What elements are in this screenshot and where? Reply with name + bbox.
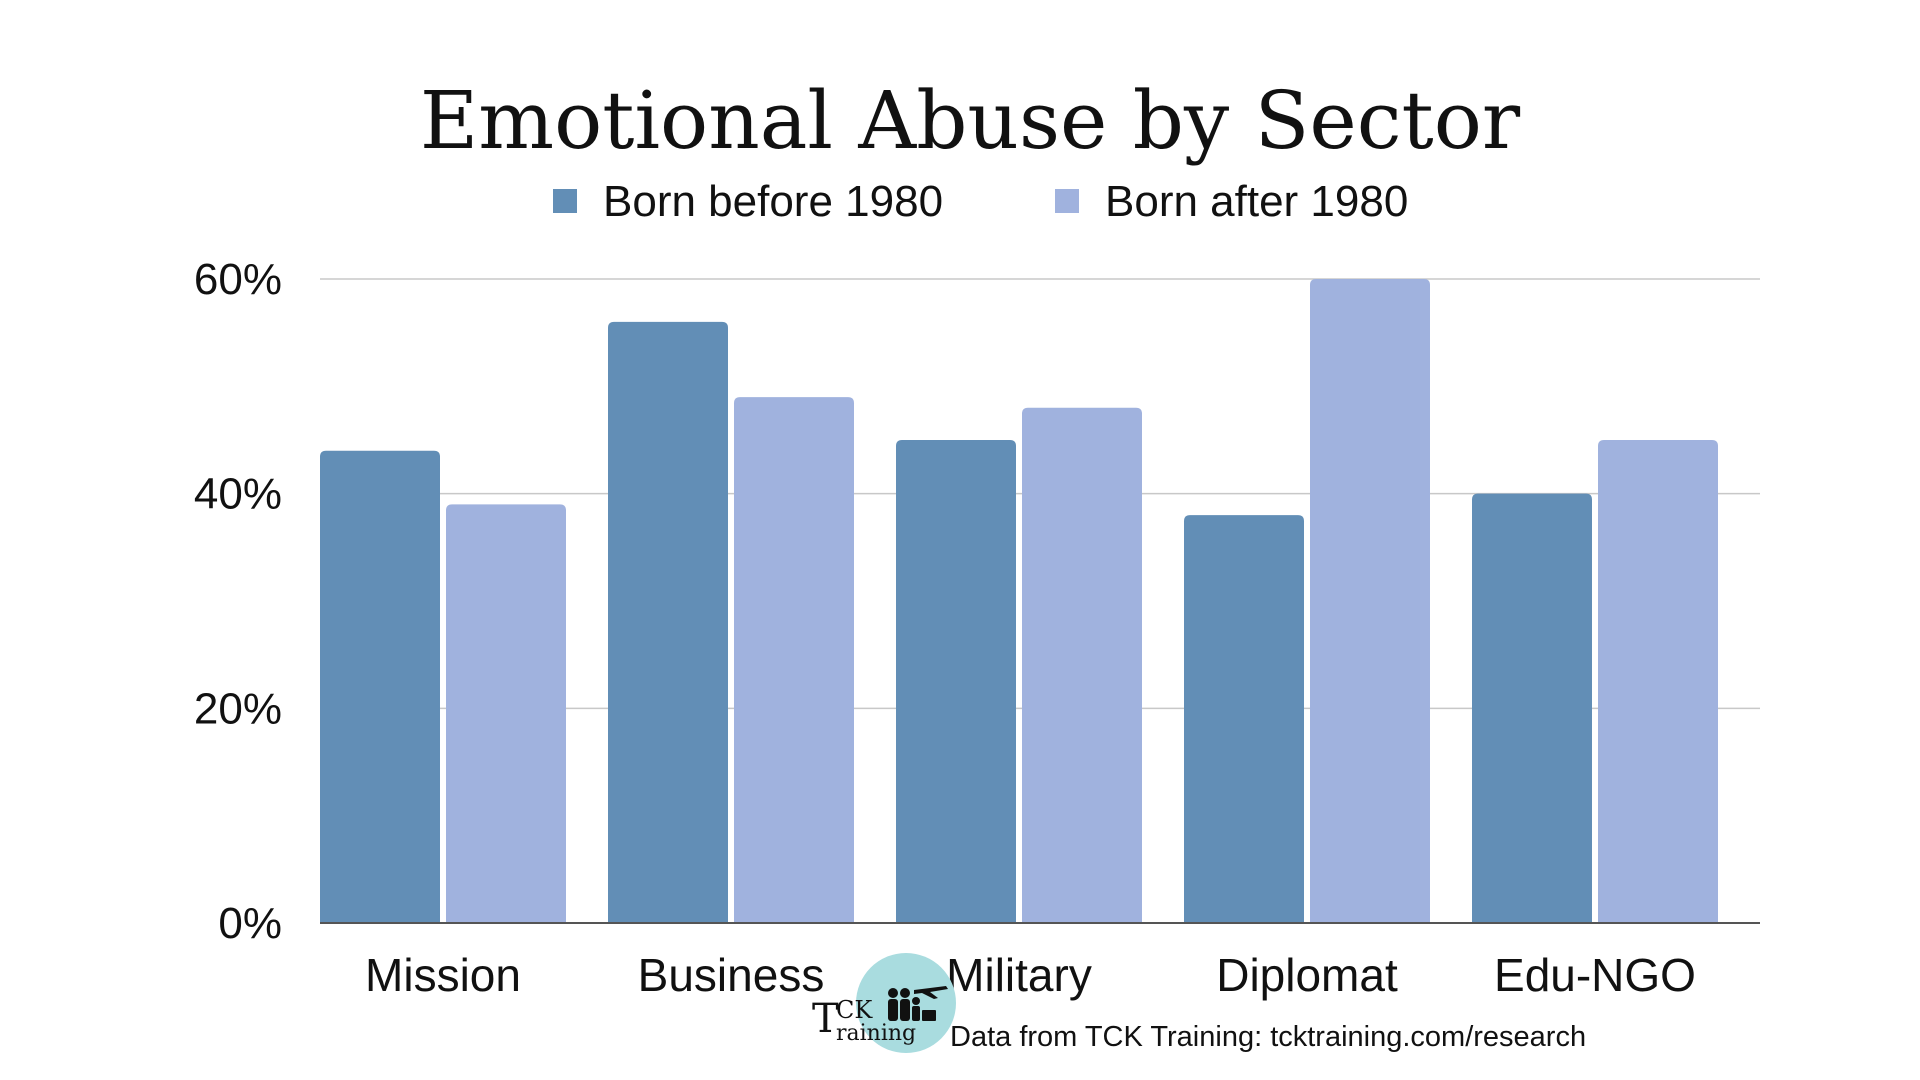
x-category-label: Diplomat — [1216, 949, 1398, 1001]
bar-military-series-1 — [896, 440, 1016, 923]
bars — [320, 279, 1718, 924]
x-category-label: Mission — [365, 949, 521, 1001]
bar-mission-series-2 — [446, 504, 566, 923]
bar-diplomat-series-2 — [1310, 279, 1430, 923]
bar-business-series-1 — [608, 321, 728, 923]
y-tick-label: 40% — [194, 470, 282, 519]
bar-diplomat-series-1 — [1184, 515, 1304, 923]
legend-swatch-born-after-1980 — [1055, 189, 1079, 213]
y-tick-label: 20% — [194, 684, 282, 733]
legend-label-born-before-1980: Born before 1980 — [603, 177, 943, 226]
y-tick-label: 60% — [194, 255, 282, 304]
bar-mission-series-1 — [320, 450, 440, 923]
chart-title: Emotional Abuse by Sector — [420, 74, 1521, 167]
legend: Born before 1980 Born after 1980 — [553, 177, 1408, 226]
bar-military-series-2 — [1022, 407, 1142, 923]
y-axis-ticks: 0% 20% 40% 60% — [194, 255, 282, 948]
logo-line-2: raining — [836, 1021, 916, 1046]
x-category-label: Edu-NGO — [1494, 949, 1696, 1001]
y-tick-label: 0% — [218, 899, 282, 948]
bar-edu-ngo-series-1 — [1472, 493, 1592, 923]
source-note: Data from TCK Training: tcktraining.com/… — [950, 1021, 1586, 1053]
x-category-label: Military — [946, 949, 1092, 1001]
x-category-label: Business — [638, 949, 825, 1001]
legend-swatch-born-before-1980 — [553, 189, 577, 213]
legend-label-born-after-1980: Born after 1980 — [1105, 177, 1408, 226]
airplane-icon — [914, 986, 948, 999]
bar-business-series-2 — [734, 397, 854, 924]
bar-edu-ngo-series-2 — [1598, 440, 1718, 923]
logo-letter: T — [812, 996, 839, 1042]
family-icon — [888, 988, 936, 1021]
tck-training-logo: T CK raining — [812, 953, 956, 1053]
logo-line-1: CK — [836, 996, 873, 1024]
x-axis-categories: Mission Business Military Diplomat Edu-NGO — [365, 949, 1696, 1001]
